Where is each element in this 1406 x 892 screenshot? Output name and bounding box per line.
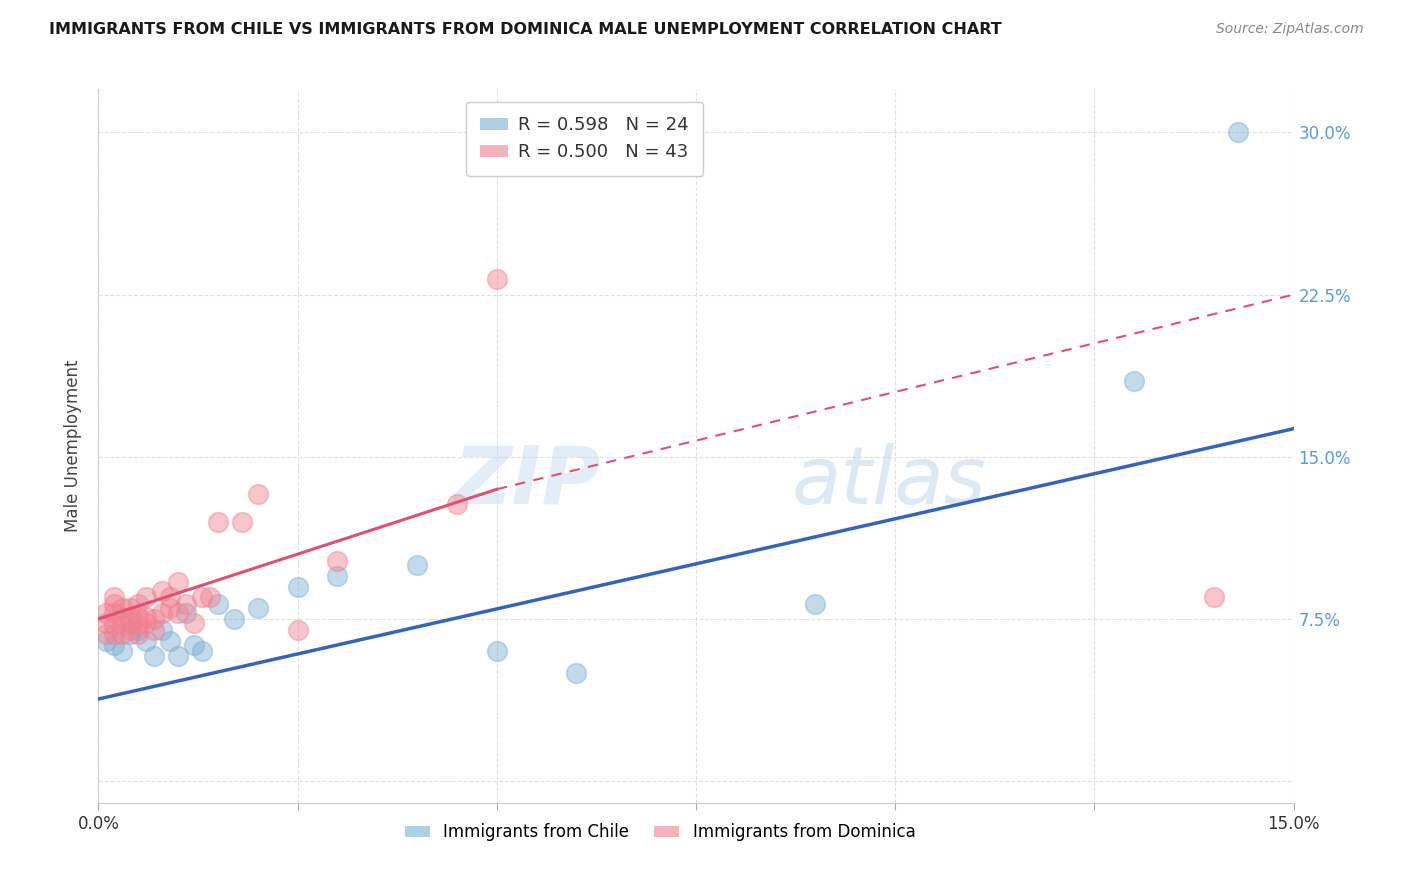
Legend: Immigrants from Chile, Immigrants from Dominica: Immigrants from Chile, Immigrants from D… [398, 817, 922, 848]
Point [103, 638, 125, 652]
Point [174, 597, 197, 611]
Point [183, 638, 205, 652]
Point [326, 553, 349, 567]
Point [111, 618, 134, 632]
Point [111, 610, 134, 624]
Point [103, 606, 125, 620]
Point [159, 633, 181, 648]
Point [143, 623, 166, 637]
Point [143, 612, 166, 626]
Point [191, 591, 214, 605]
Point [231, 515, 253, 529]
Point [246, 601, 269, 615]
Point [96, 627, 118, 641]
Point [565, 666, 588, 681]
Point [191, 644, 214, 658]
Point [135, 610, 157, 624]
Point [198, 591, 221, 605]
Point [111, 601, 134, 615]
Point [446, 497, 468, 511]
Point [127, 618, 149, 632]
Point [167, 606, 190, 620]
Point [120, 627, 142, 641]
Point [207, 515, 229, 529]
Point [1226, 125, 1249, 139]
Y-axis label: Male Unemployment: Male Unemployment [65, 359, 83, 533]
Point [287, 623, 309, 637]
Point [222, 612, 245, 626]
Point [326, 568, 349, 582]
Point [135, 633, 157, 648]
Point [167, 648, 190, 663]
Point [111, 627, 134, 641]
Point [150, 623, 173, 637]
Point [485, 272, 508, 286]
Point [103, 618, 125, 632]
Point [127, 597, 149, 611]
Point [103, 627, 125, 641]
Point [150, 583, 173, 598]
Point [150, 606, 173, 620]
Point [246, 486, 269, 500]
Text: IMMIGRANTS FROM CHILE VS IMMIGRANTS FROM DOMINICA MALE UNEMPLOYMENT CORRELATION : IMMIGRANTS FROM CHILE VS IMMIGRANTS FROM… [49, 22, 1002, 37]
Point [183, 616, 205, 631]
Point [287, 580, 309, 594]
Point [111, 644, 134, 658]
Point [174, 606, 197, 620]
Point [96, 616, 118, 631]
Point [135, 591, 157, 605]
Point [96, 633, 118, 648]
Point [143, 648, 166, 663]
Point [207, 597, 229, 611]
Point [167, 575, 190, 590]
Point [127, 623, 149, 637]
Text: Source: ZipAtlas.com: Source: ZipAtlas.com [1216, 22, 1364, 37]
Point [1202, 591, 1225, 605]
Point [159, 591, 181, 605]
Point [804, 597, 827, 611]
Point [103, 591, 125, 605]
Point [127, 610, 149, 624]
Point [1123, 374, 1146, 388]
Point [120, 601, 142, 615]
Point [120, 610, 142, 624]
Point [96, 606, 118, 620]
Text: atlas: atlas [792, 442, 987, 521]
Point [103, 597, 125, 611]
Point [127, 627, 149, 641]
Text: ZIP: ZIP [453, 442, 600, 521]
Point [406, 558, 429, 572]
Point [159, 601, 181, 615]
Point [120, 616, 142, 631]
Point [135, 616, 157, 631]
Point [485, 644, 508, 658]
Point [120, 623, 142, 637]
